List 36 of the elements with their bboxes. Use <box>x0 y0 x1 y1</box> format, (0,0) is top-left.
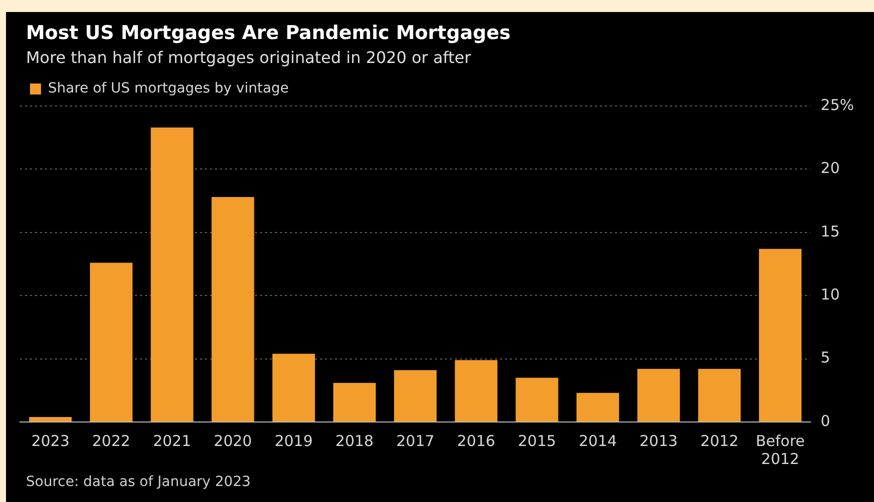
bar <box>29 416 72 422</box>
y-tick-label: 5 <box>820 348 830 367</box>
bar <box>698 368 741 422</box>
bar <box>394 370 437 422</box>
x-tick-label: 2021 <box>152 432 192 450</box>
bar <box>333 382 376 422</box>
bar <box>272 354 315 422</box>
chart-title: Most US Mortgages Are Pandemic Mortgages <box>26 22 511 44</box>
y-tick-label: 0 <box>820 412 830 430</box>
bar <box>576 392 620 422</box>
y-tick-label: 10 <box>820 285 840 304</box>
source-note: Source: data as of January 2023 <box>26 474 251 490</box>
x-tick-label: 2013 <box>640 432 678 450</box>
bar <box>758 248 802 422</box>
bar <box>212 197 254 422</box>
x-tick-label: 2016 <box>457 432 496 450</box>
x-tick-label: 2014 <box>578 432 617 450</box>
y-tick-label: 25% <box>820 96 854 114</box>
y-tick-label: 15 <box>820 222 840 240</box>
x-tick-label: 2018 <box>335 432 374 450</box>
chart-subtitle: More than half of mortgages originated in 2020 or after <box>26 48 471 67</box>
x-tick-label: 2022 <box>92 432 130 450</box>
legend-label: Share of US mortgages by vintage <box>48 80 289 97</box>
bar <box>150 127 194 422</box>
y-tick-label: 20 <box>820 159 840 178</box>
x-tick-label: Before 2012 <box>756 432 805 468</box>
bar <box>516 378 558 422</box>
x-tick-label: 2020 <box>214 432 252 450</box>
x-tick-label: 2023 <box>31 432 70 450</box>
bar <box>90 262 133 422</box>
x-tick-label: 2017 <box>396 432 434 450</box>
x-tick-label: 2019 <box>274 432 313 450</box>
x-tick-label: 2015 <box>518 432 556 450</box>
bar <box>454 360 498 422</box>
x-tick-label: 2012 <box>700 432 739 450</box>
bar <box>637 368 680 422</box>
